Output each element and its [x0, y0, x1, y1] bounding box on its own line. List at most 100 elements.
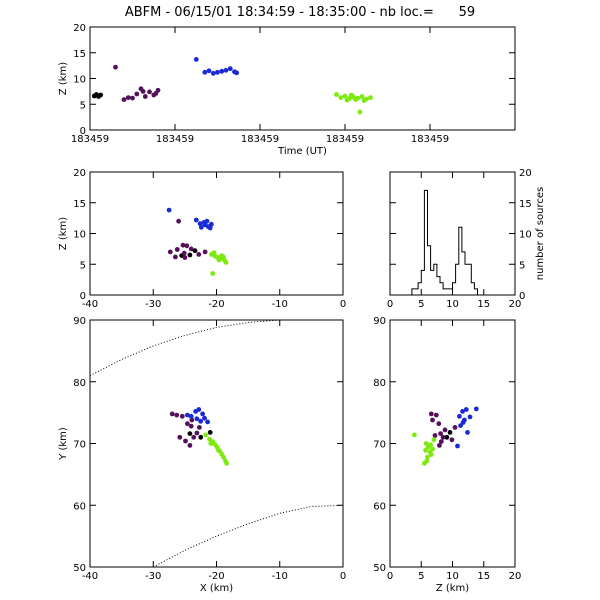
y-tick-label: 5 [80, 100, 86, 111]
data-point [183, 438, 188, 444]
data-point [363, 96, 369, 102]
range-ring [153, 504, 344, 568]
data-point [224, 460, 230, 466]
x-tick-label: 0 [340, 571, 346, 582]
data-point [176, 218, 182, 224]
data-point [346, 96, 352, 101]
y-tick-label: 60 [373, 501, 386, 512]
y-tick-label: 15 [73, 49, 86, 60]
data-point [437, 443, 442, 448]
y-tick-label: 50 [373, 563, 386, 574]
data-point [182, 255, 188, 260]
y-tick-label: 5 [80, 260, 86, 271]
data-point [227, 66, 233, 72]
data-point [457, 413, 462, 419]
y-tick-label: 50 [73, 563, 86, 574]
data-point [198, 224, 204, 230]
y-tick-label: 80 [73, 378, 86, 389]
data-point [359, 94, 365, 99]
data-point [473, 406, 479, 412]
data-point [428, 452, 434, 457]
data-point [216, 447, 221, 453]
data-point [191, 434, 197, 440]
data-point [177, 434, 183, 440]
x-tick-label: -20 [208, 299, 224, 310]
data-point [433, 412, 439, 418]
data-point [215, 69, 220, 75]
data-point [174, 247, 180, 252]
y-tick-label: 20 [73, 23, 86, 34]
data-point [430, 446, 435, 452]
data-point [169, 411, 175, 417]
data-point [467, 414, 473, 420]
data-point [181, 250, 187, 256]
y-tick-label: 20 [73, 168, 86, 179]
y-tick-label: 10 [73, 230, 86, 241]
x-tick-label: -20 [208, 571, 224, 582]
range-ring [89, 319, 280, 377]
data-point [155, 87, 161, 93]
x-tick-label: 15 [477, 299, 490, 310]
data-point [197, 221, 203, 227]
data-point [180, 242, 186, 248]
data-point [452, 425, 458, 430]
y-axis-label: Y (km) [58, 427, 69, 461]
data-point [338, 95, 344, 100]
x-tick-label: 183459 [241, 134, 279, 145]
y-tick-label: 10 [519, 230, 532, 241]
y-tick-label: 70 [73, 440, 86, 451]
histogram-bars [411, 189, 481, 296]
x-tick-label: 183459 [156, 134, 194, 145]
data-point [198, 418, 204, 424]
data-point [442, 427, 448, 433]
x-axis-label: X (km) [200, 583, 233, 594]
data-point [187, 431, 193, 436]
x-tick-label: 0 [387, 571, 393, 582]
data-point [188, 423, 194, 429]
plot-frame [89, 171, 344, 296]
data-point [460, 420, 466, 425]
data-point [342, 93, 348, 99]
data-point [449, 437, 455, 443]
data-point [173, 254, 178, 260]
data-point [438, 431, 443, 436]
data-point [193, 57, 199, 62]
data-point [205, 419, 211, 425]
data-point [204, 218, 210, 224]
x-tick-label: -40 [82, 299, 98, 310]
data-point [455, 443, 460, 449]
data-point [438, 439, 444, 444]
y-tick-label: 0 [519, 291, 525, 302]
plot-frame [389, 319, 516, 568]
x-tick-label: -10 [272, 299, 288, 310]
y-tick-label: 0 [80, 291, 86, 302]
data-point [431, 437, 437, 443]
y-tick-label: 15 [519, 199, 532, 210]
x-tick-label: 10 [446, 571, 459, 582]
data-point [210, 271, 216, 276]
data-point [465, 430, 470, 435]
data-point [432, 433, 438, 438]
data-point [179, 413, 185, 419]
data-point [428, 411, 434, 417]
x-tick-label: 20 [509, 571, 522, 582]
x-axis-label: Z (km) [436, 583, 469, 594]
y-tick-label: 10 [73, 75, 86, 86]
data-point [423, 447, 428, 453]
data-point [202, 69, 208, 75]
data-point [187, 443, 193, 448]
data-point [207, 430, 213, 435]
data-point [194, 430, 200, 436]
panel-x-z: -40 -30 -20 -10 0 0 5 10 15 20 Z (km) [58, 168, 346, 310]
data-point [166, 207, 172, 213]
x-tick-label: 5 [418, 299, 424, 310]
data-point [440, 434, 446, 440]
data-point [125, 95, 131, 100]
data-point [422, 460, 427, 466]
data-point [184, 243, 190, 249]
data-point [355, 95, 361, 101]
chart-panels: 183459 183459 183459 183459 18345905101520Ti… [58, 23, 546, 594]
data-point [357, 109, 363, 115]
data-point [463, 407, 469, 412]
